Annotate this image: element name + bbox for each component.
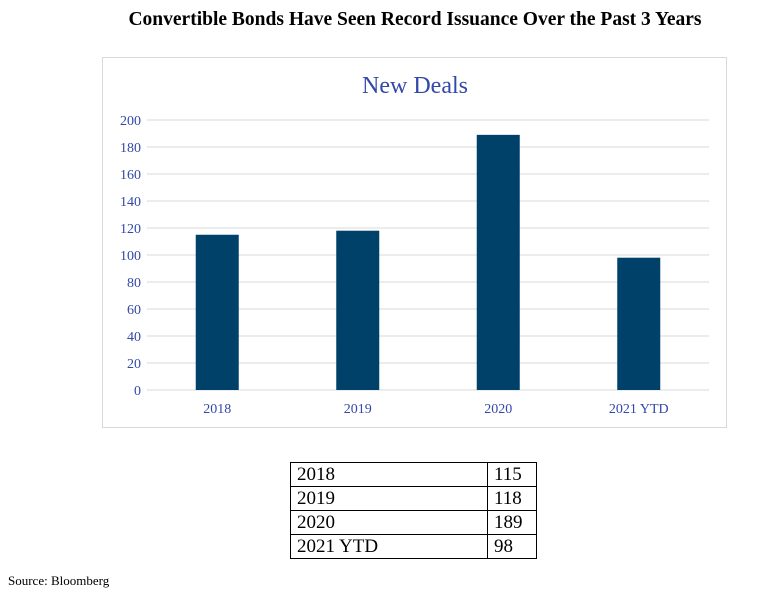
chart-container: New Deals 0 20 40 60 80 100 120 140 160 180 200 2018… bbox=[102, 57, 727, 428]
x-tick-label: 2018 bbox=[203, 402, 231, 417]
table-row: 2018 115 bbox=[290, 462, 537, 487]
table-row: 2019 118 bbox=[290, 486, 537, 511]
page-title: Convertible Bonds Have Seen Record Issua… bbox=[128, 9, 702, 30]
chart-title: New Deals bbox=[362, 73, 468, 99]
y-tick-label: 80 bbox=[127, 276, 141, 291]
source-note: Source: Bloomberg bbox=[8, 573, 110, 588]
y-tick-label: 140 bbox=[120, 195, 141, 210]
table-cell-value: 98 bbox=[487, 534, 537, 559]
y-tick-label: 20 bbox=[127, 357, 141, 372]
table-cell-category: 2019 bbox=[290, 486, 488, 511]
x-tick-label: 2021 YTD bbox=[609, 402, 669, 417]
x-tick-label: 2019 bbox=[344, 402, 372, 417]
table-cell-value: 189 bbox=[487, 510, 537, 535]
bar bbox=[195, 234, 239, 390]
y-tick-label: 200 bbox=[120, 114, 141, 129]
bar-chart: New Deals 0 20 40 60 80 100 120 140 160 180 200 2018… bbox=[120, 73, 709, 417]
y-tick-label: 180 bbox=[120, 141, 141, 156]
table-cell-category: 2020 bbox=[290, 510, 488, 535]
table-row: 2020 189 bbox=[290, 510, 537, 535]
table-cell-value: 118 bbox=[487, 486, 537, 511]
bar bbox=[336, 230, 380, 390]
bar bbox=[617, 257, 661, 390]
y-tick-label: 120 bbox=[120, 222, 141, 237]
table-cell-category: 2018 bbox=[290, 462, 488, 487]
y-tick-label: 60 bbox=[127, 303, 141, 318]
bar bbox=[476, 134, 520, 390]
data-table: 2018 115 2019 118 2020 189 2021 YTD 98 bbox=[290, 462, 537, 559]
y-tick-label: 160 bbox=[120, 168, 141, 183]
table-cell-value: 115 bbox=[487, 462, 537, 487]
y-tick-label: 0 bbox=[134, 384, 141, 399]
y-tick-label: 40 bbox=[127, 330, 141, 345]
table-row: 2021 YTD 98 bbox=[290, 534, 537, 559]
table-cell-category: 2021 YTD bbox=[290, 534, 488, 559]
x-tick-label: 2020 bbox=[484, 402, 512, 417]
y-tick-label: 100 bbox=[120, 249, 141, 264]
